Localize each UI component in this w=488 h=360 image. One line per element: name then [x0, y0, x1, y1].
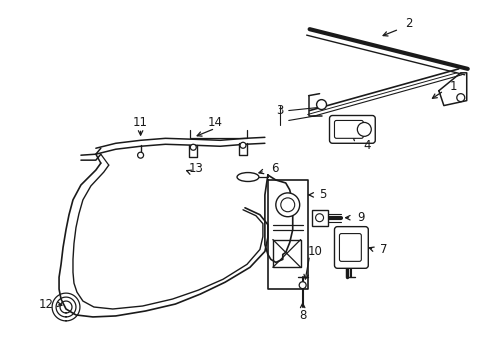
FancyBboxPatch shape — [339, 234, 361, 261]
FancyBboxPatch shape — [334, 121, 363, 138]
Circle shape — [299, 282, 305, 289]
Ellipse shape — [237, 172, 258, 181]
Text: 8: 8 — [298, 310, 305, 323]
Circle shape — [280, 198, 294, 212]
Text: 4: 4 — [363, 139, 370, 152]
FancyBboxPatch shape — [334, 227, 367, 268]
Circle shape — [240, 142, 245, 148]
Text: 14: 14 — [207, 116, 222, 129]
Circle shape — [316, 100, 326, 109]
Text: 12: 12 — [39, 297, 54, 311]
Text: 5: 5 — [318, 188, 325, 201]
Circle shape — [357, 122, 370, 136]
Text: 2: 2 — [405, 17, 412, 30]
Circle shape — [275, 193, 299, 217]
Text: 7: 7 — [380, 243, 387, 256]
Text: 1: 1 — [449, 80, 457, 93]
FancyBboxPatch shape — [329, 116, 374, 143]
Text: 9: 9 — [357, 211, 365, 224]
FancyBboxPatch shape — [311, 210, 327, 226]
Text: 13: 13 — [188, 162, 203, 175]
Text: 3: 3 — [276, 104, 283, 117]
Text: 11: 11 — [133, 116, 148, 129]
Text: 10: 10 — [307, 245, 323, 258]
Circle shape — [315, 214, 323, 222]
Text: 6: 6 — [270, 162, 278, 175]
Circle shape — [190, 144, 196, 150]
Circle shape — [456, 94, 464, 102]
Circle shape — [137, 152, 143, 158]
